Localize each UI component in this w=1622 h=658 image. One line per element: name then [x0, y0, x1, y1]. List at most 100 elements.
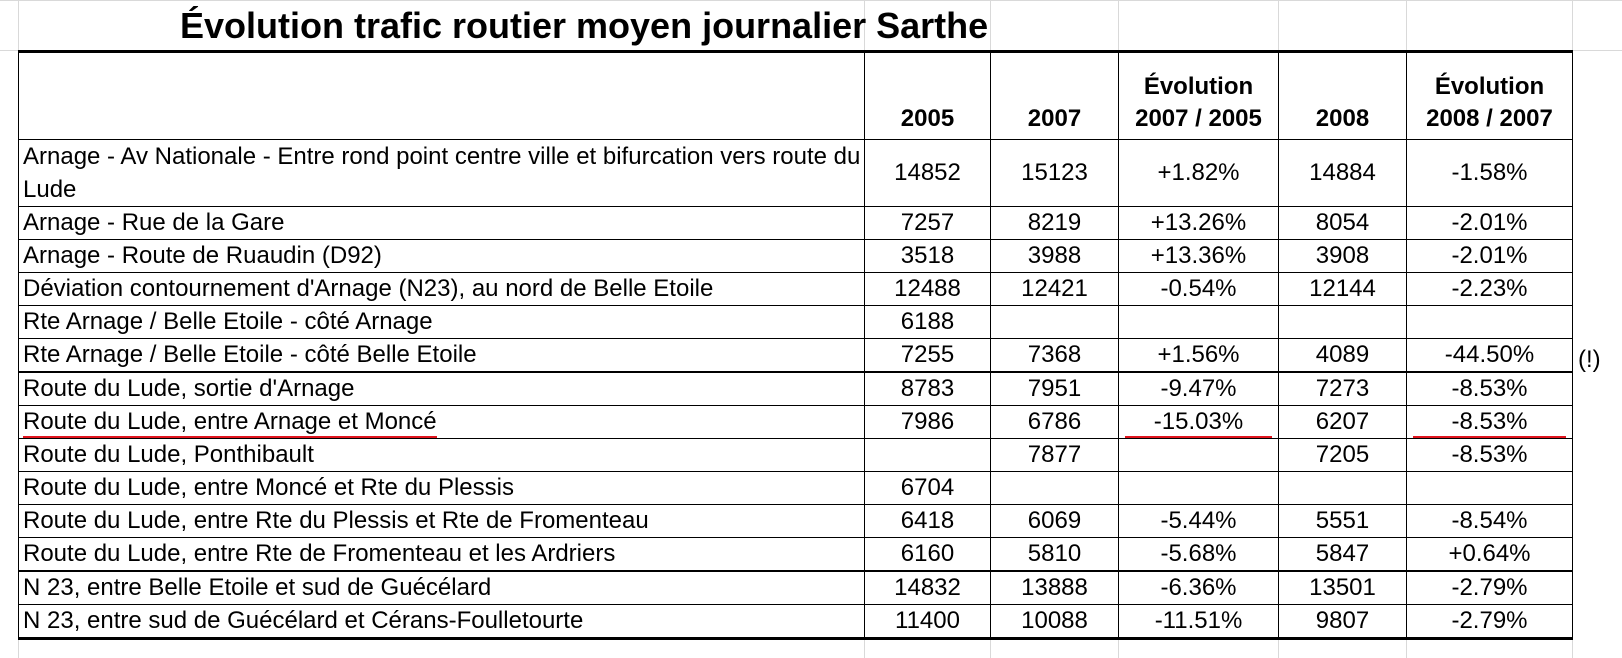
evolution-2007-2005-cell[interactable]: -6.36%	[1118, 570, 1279, 605]
location-cell[interactable]: Rte Arnage / Belle Etoile - côté Belle E…	[18, 338, 865, 373]
traffic-table: 2005 2007 Évolution 2007 / 2005 2008 Évo…	[18, 50, 1573, 640]
table-row: Route du Lude, entre Moncé et Rte du Ple…	[18, 471, 1573, 505]
evolution-2007-2005-cell[interactable]	[1118, 438, 1279, 472]
evolution-2008-2007-cell[interactable]: -2.79%	[1406, 570, 1573, 605]
value-2008-cell[interactable]: 5551	[1278, 504, 1407, 538]
value-2008-cell[interactable]: 6207	[1278, 405, 1407, 439]
value-2008-cell[interactable]: 14884	[1278, 139, 1407, 207]
location-cell[interactable]: Route du Lude, entre Rte du Plessis et R…	[18, 504, 865, 538]
value-2007-cell[interactable]: 13888	[990, 570, 1119, 605]
value-2008-cell[interactable]: 13501	[1278, 570, 1407, 605]
evolution-2007-2005-cell[interactable]: -5.68%	[1118, 537, 1279, 572]
table-row: Rte Arnage / Belle Etoile - côté Belle E…	[18, 338, 1573, 373]
evolution-2007-2005-cell[interactable]: +13.36%	[1118, 239, 1279, 273]
value-2007-cell[interactable]: 5810	[990, 537, 1119, 572]
location-cell[interactable]: Arnage - Av Nationale - Entre rond point…	[18, 139, 865, 207]
evolution-2008-2007-cell[interactable]: -44.50%	[1406, 338, 1573, 373]
value-2007-cell[interactable]	[990, 305, 1119, 339]
value-2005-cell[interactable]: 7257	[864, 206, 991, 240]
location-cell[interactable]: Route du Lude, entre Rte de Fromenteau e…	[18, 537, 865, 572]
header-2007[interactable]: 2007	[990, 50, 1119, 140]
location-cell[interactable]: Arnage - Route de Ruaudin (D92)	[18, 239, 865, 273]
header-2008[interactable]: 2008	[1278, 50, 1407, 140]
value-2005-cell[interactable]: 14852	[864, 139, 991, 207]
evolution-2007-2005-cell[interactable]: -15.03%	[1118, 405, 1279, 439]
location-cell[interactable]: Déviation contournement d'Arnage (N23), …	[18, 272, 865, 306]
value-2005-cell[interactable]: 14832	[864, 570, 991, 605]
value-2008-cell[interactable]	[1278, 305, 1407, 339]
evolution-2008-2007-cell[interactable]: -8.53%	[1406, 405, 1573, 439]
location-cell[interactable]: Arnage - Rue de la Gare	[18, 206, 865, 240]
value-2008-cell[interactable]: 9807	[1278, 604, 1407, 640]
evolution-2007-2005-cell[interactable]: -11.51%	[1118, 604, 1279, 640]
location-cell[interactable]: N 23, entre Belle Etoile et sud de Guécé…	[18, 570, 865, 605]
evolution-2007-2005-cell[interactable]: -9.47%	[1118, 371, 1279, 406]
value-2007-cell[interactable]: 7951	[990, 371, 1119, 406]
value-2007-cell[interactable]: 12421	[990, 272, 1119, 306]
value-2005-cell[interactable]: 6418	[864, 504, 991, 538]
value-2005-cell[interactable]: 6188	[864, 305, 991, 339]
value-2008-cell[interactable]	[1278, 471, 1407, 505]
header-evolution-2007-2005[interactable]: Évolution 2007 / 2005	[1118, 50, 1279, 140]
table-row: Arnage - Av Nationale - Entre rond point…	[18, 139, 1573, 207]
location-cell[interactable]: Route du Lude, entre Arnage et Moncé	[18, 405, 865, 439]
evolution-2007-2005-cell[interactable]: +13.26%	[1118, 206, 1279, 240]
value-2005-cell[interactable]: 6160	[864, 537, 991, 572]
value-2005-cell[interactable]: 7255	[864, 338, 991, 373]
value-2005-cell[interactable]: 11400	[864, 604, 991, 640]
warning-note[interactable]: (!)	[1578, 346, 1601, 373]
evolution-2008-2007-cell[interactable]: -2.01%	[1406, 239, 1573, 273]
evolution-2008-2007-cell[interactable]: -8.53%	[1406, 438, 1573, 472]
value-2008-cell[interactable]: 4089	[1278, 338, 1407, 373]
evolution-2007-2005-cell[interactable]: +1.56%	[1118, 338, 1279, 373]
value-2008-cell[interactable]: 7205	[1278, 438, 1407, 472]
header-2005[interactable]: 2005	[864, 50, 991, 140]
evolution-2008-2007-cell[interactable]: -8.53%	[1406, 371, 1573, 406]
table-row: Rte Arnage / Belle Etoile - côté Arnage …	[18, 305, 1573, 339]
evolution-2007-2005-cell[interactable]	[1118, 471, 1279, 505]
value-2005-cell[interactable]: 6704	[864, 471, 991, 505]
value-2008-cell[interactable]: 5847	[1278, 537, 1407, 572]
table-row: Arnage - Route de Ruaudin (D92) 3518 398…	[18, 239, 1573, 273]
evolution-2007-2005-cell[interactable]	[1118, 305, 1279, 339]
location-cell[interactable]: Rte Arnage / Belle Etoile - côté Arnage	[18, 305, 865, 339]
evolution-2008-2007-cell[interactable]	[1406, 305, 1573, 339]
value-2005-cell[interactable]: 12488	[864, 272, 991, 306]
value-2007-cell[interactable]: 15123	[990, 139, 1119, 207]
evolution-2008-2007-cell[interactable]: -2.79%	[1406, 604, 1573, 640]
value-2007-cell[interactable]: 6069	[990, 504, 1119, 538]
header-location-cell[interactable]	[18, 50, 865, 140]
value-2005-cell[interactable]: 3518	[864, 239, 991, 273]
value-2005-cell[interactable]: 8783	[864, 371, 991, 406]
value-2007-cell[interactable]: 10088	[990, 604, 1119, 640]
table-row: Route du Lude, entre Arnage et Moncé 798…	[18, 405, 1573, 439]
value-2008-cell[interactable]: 12144	[1278, 272, 1407, 306]
evolution-2008-2007-cell[interactable]: -8.54%	[1406, 504, 1573, 538]
value-2005-cell[interactable]	[864, 438, 991, 472]
evolution-2008-2007-cell[interactable]: -1.58%	[1406, 139, 1573, 207]
value-2008-cell[interactable]: 8054	[1278, 206, 1407, 240]
location-cell[interactable]: N 23, entre sud de Guécélard et Cérans-F…	[18, 604, 865, 640]
value-2007-cell[interactable]: 8219	[990, 206, 1119, 240]
evolution-2008-2007-cell[interactable]: -2.23%	[1406, 272, 1573, 306]
evolution-2007-2005-cell[interactable]: -5.44%	[1118, 504, 1279, 538]
value-2007-cell[interactable]	[990, 471, 1119, 505]
evolution-2007-2005-cell[interactable]: -0.54%	[1118, 272, 1279, 306]
value-2008-cell[interactable]: 3908	[1278, 239, 1407, 273]
value-2007-cell[interactable]: 7877	[990, 438, 1119, 472]
evolution-2008-2007-cell[interactable]	[1406, 471, 1573, 505]
value-2007-cell[interactable]: 3988	[990, 239, 1119, 273]
table-row: Route du Lude, Ponthibault 7877 7205 -8.…	[18, 438, 1573, 472]
value-2007-cell[interactable]: 7368	[990, 338, 1119, 373]
evolution-2008-2007-cell[interactable]: +0.64%	[1406, 537, 1573, 572]
value-2008-cell[interactable]: 7273	[1278, 371, 1407, 406]
value-2007-cell[interactable]: 6786	[990, 405, 1119, 439]
location-cell[interactable]: Route du Lude, entre Moncé et Rte du Ple…	[18, 471, 865, 505]
evolution-2007-2005-cell[interactable]: +1.82%	[1118, 139, 1279, 207]
highlighted-location-text: Route du Lude, entre Arnage et Moncé	[23, 408, 437, 438]
header-evolution-2008-2007[interactable]: Évolution 2008 / 2007	[1406, 50, 1573, 140]
location-cell[interactable]: Route du Lude, Ponthibault	[18, 438, 865, 472]
location-cell[interactable]: Route du Lude, sortie d'Arnage	[18, 371, 865, 406]
value-2005-cell[interactable]: 7986	[864, 405, 991, 439]
evolution-2008-2007-cell[interactable]: -2.01%	[1406, 206, 1573, 240]
